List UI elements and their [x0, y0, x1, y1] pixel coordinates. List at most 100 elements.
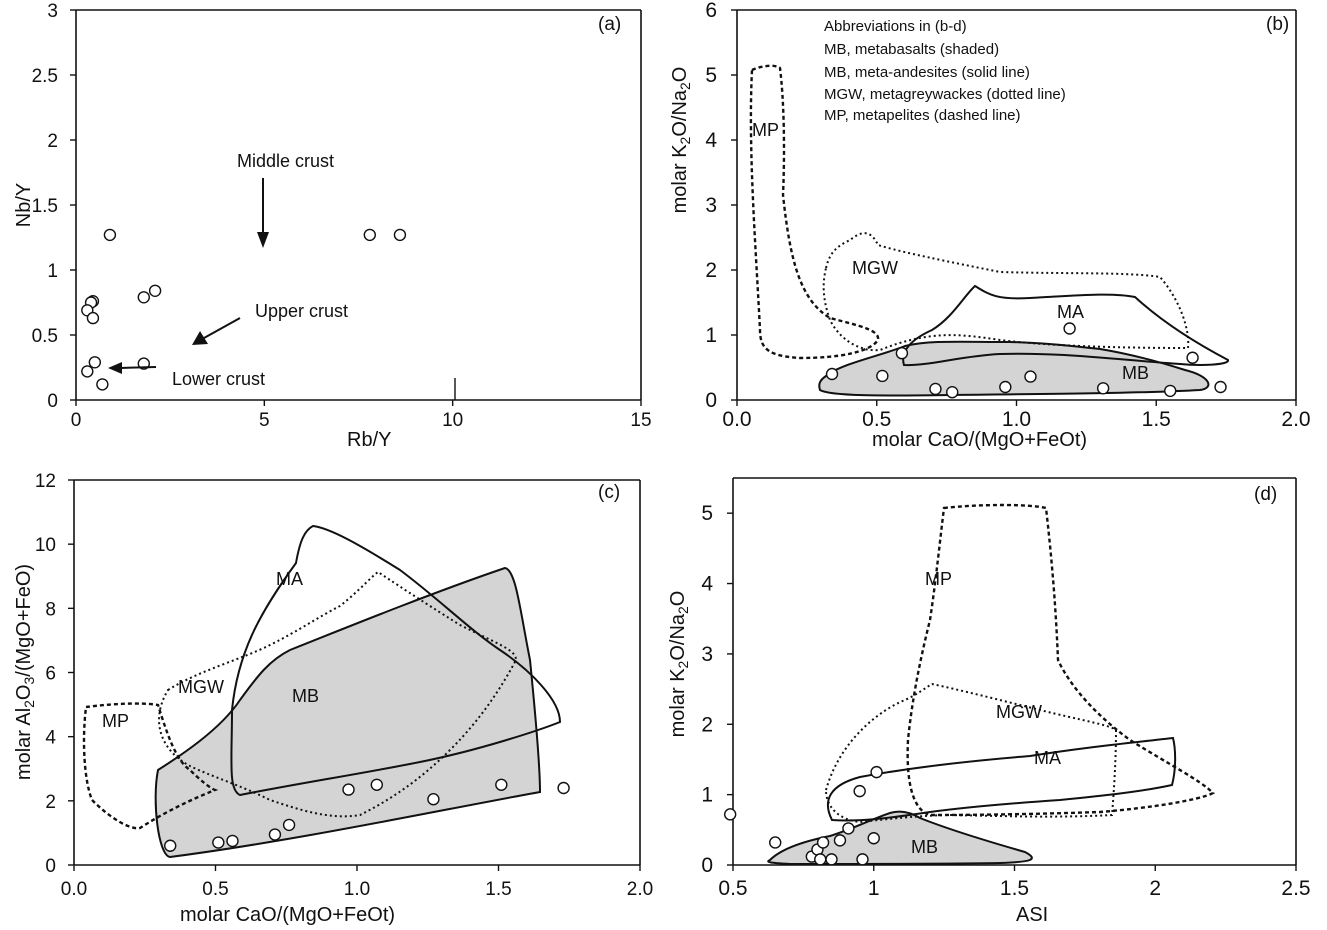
data-point: [86, 311, 100, 325]
data-point: [1024, 370, 1037, 383]
data-point: [833, 834, 847, 847]
panel-c-label-mp: MP: [102, 711, 129, 731]
panel-c-mgw-field: [158, 570, 518, 818]
y-tick-label: 8: [45, 599, 56, 620]
data-point: [557, 781, 570, 795]
x-tick-label: 0: [71, 410, 82, 431]
data-point: [876, 369, 889, 383]
data-point: [929, 382, 942, 396]
panel-c-x-title: molar CaO/(MgO+FeOt): [180, 904, 395, 926]
x-tick-label: 0.0: [722, 408, 751, 431]
panel-a-x-title: Rb/Y: [347, 429, 391, 451]
y-tick-label: 0: [701, 854, 713, 877]
panel-d-ma-field: [827, 736, 1177, 822]
data-point: [769, 836, 782, 849]
y-tick-label: 2: [705, 259, 717, 282]
panel-b-mp-field: [749, 64, 880, 360]
panel-c-mp-field: [82, 702, 219, 830]
data-point: [816, 836, 830, 849]
panel-b-label: (b): [1266, 14, 1289, 35]
data-point: [148, 284, 162, 297]
x-tick-label: 15: [630, 410, 651, 431]
x-tick-label: 1.5: [485, 879, 511, 900]
panel-b: 0.0 0.5 1.0 1.5 2.0 0 1 2 3 4 5 6 (b) molar CaO/(Mg…: [669, 0, 1311, 451]
panel-d-ticks: 0.5 1 1.5 2 2.5 0 1 2 3 4 5: [701, 502, 1310, 900]
data-point: [999, 380, 1012, 394]
panel-d-label-mp: MP: [925, 569, 952, 589]
panel-b-ticks: 0.0 0.5 1.0 1.5 2.0 0 1 2 3 4 5 6: [705, 0, 1310, 431]
data-point: [88, 356, 102, 369]
panel-c-ma-field: [230, 524, 562, 797]
y-tick-label: 0: [705, 389, 717, 412]
panel-b-legend: Abbreviations in (b-d) MB, metabasalts (…: [824, 18, 1066, 124]
y-tick-label: 1: [701, 784, 713, 807]
legend-line-0: Abbreviations in (b-d): [824, 18, 967, 35]
data-point: [427, 793, 440, 806]
lower-crust-arrow: [119, 366, 157, 369]
data-point: [946, 386, 959, 399]
y-tick-label: 1: [705, 324, 717, 347]
data-point: [842, 822, 855, 835]
y-tick-label: 4: [45, 728, 56, 749]
panel-d-mgw-field: [824, 682, 1118, 824]
legend-line-4: MP, metapelites (dashed line): [824, 107, 1021, 124]
middle-crust-arrowhead: [257, 232, 269, 248]
data-point: [867, 832, 880, 845]
y-tick-label: 3: [701, 643, 713, 666]
y-tick-label: 6: [705, 0, 717, 22]
x-tick-label: 5: [259, 410, 270, 431]
panel-c-label-mb: MB: [292, 686, 319, 706]
panel-b-y-title: molar K2O/Na2O: [669, 67, 693, 214]
data-point: [370, 778, 384, 791]
x-tick-label: 0.5: [862, 408, 891, 431]
panel-c-mb-field: [154, 566, 542, 859]
y-tick-label: 10: [35, 535, 56, 556]
data-point: [1186, 351, 1199, 364]
x-tick-label: 2.5: [1281, 877, 1310, 900]
legend-line-2: MB, meta-andesites (solid line): [824, 64, 1030, 81]
annotation-middle-crust: Middle crust: [237, 151, 334, 171]
panel-b-label-mgw: MGW: [852, 258, 898, 278]
legend-line-3: MGW, metagreywackes (dotted line): [824, 86, 1066, 103]
data-point: [164, 839, 177, 852]
data-point: [1063, 322, 1076, 335]
panel-b-mb-field: [818, 340, 1210, 397]
panel-d-label-mb: MB: [911, 837, 938, 857]
data-point: [103, 228, 117, 242]
panel-b-ma-field: [902, 284, 1230, 367]
data-point: [1164, 384, 1177, 398]
panel-c-y-title: molar Al2O3/(MgO+FeO): [13, 564, 37, 780]
x-tick-label: 2.0: [1281, 408, 1310, 431]
data-point: [96, 378, 109, 391]
upper-crust-arrowhead: [192, 331, 208, 345]
y-tick-label: 3: [705, 194, 717, 217]
panel-b-x-title: molar CaO/(MgO+FeOt): [872, 429, 1087, 451]
panel-b-points: [825, 322, 1227, 399]
x-tick-label: 1.0: [1002, 408, 1031, 431]
y-tick-label: 6: [45, 664, 56, 685]
panel-d-y-title: molar K2O/Na2O: [667, 591, 691, 738]
x-tick-label: 0.0: [61, 879, 87, 900]
data-point: [212, 836, 225, 849]
y-tick-label: 5: [705, 64, 717, 87]
panel-a-ticks: 0 5 10 15 0 0.5 1 1.5 2 2.5 3: [32, 1, 652, 431]
data-point: [1214, 380, 1227, 394]
panel-b-label-ma: MA: [1057, 302, 1084, 322]
x-tick-label: 2: [1149, 877, 1161, 900]
y-tick-label: 4: [705, 129, 717, 152]
panel-c-label-ma: MA: [276, 569, 303, 589]
data-point: [853, 784, 866, 798]
data-point: [393, 228, 407, 242]
panel-c: 0.0 0.5 1.0 1.5 2.0 0 2 4 6 8 10 12 (c) molar CaO/(…: [13, 471, 653, 926]
annotation-lower-crust: Lower crust: [172, 369, 265, 389]
data-point: [495, 778, 508, 791]
y-tick-label: 2: [47, 131, 58, 152]
y-tick-label: 2: [45, 792, 56, 813]
y-tick-label: 1: [47, 261, 58, 282]
data-point: [856, 853, 869, 866]
data-point: [363, 228, 376, 242]
y-tick-label: 2: [701, 713, 713, 736]
panel-c-points: [164, 778, 570, 852]
data-point: [895, 347, 909, 360]
